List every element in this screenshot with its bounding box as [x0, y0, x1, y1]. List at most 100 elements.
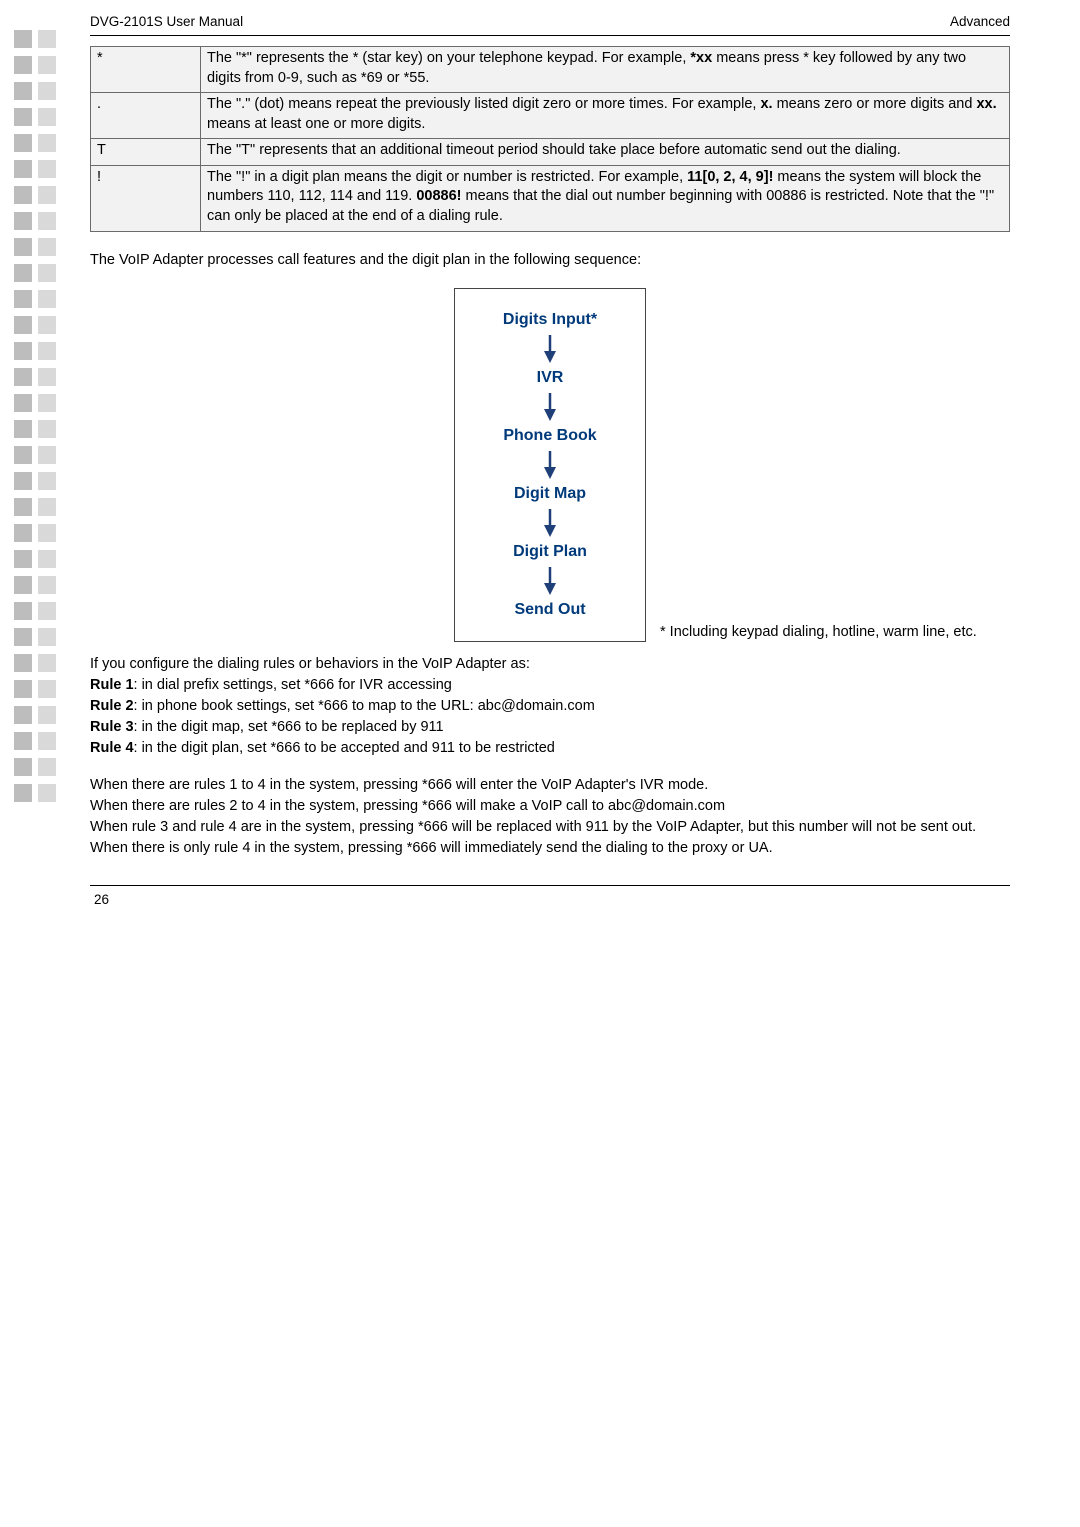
square-light — [38, 134, 56, 152]
bold-span: 00886! — [416, 188, 461, 204]
square-pair — [14, 342, 56, 360]
square-light — [38, 602, 56, 620]
rule-line: Rule 3: in the digit map, set *666 to be… — [90, 717, 1010, 738]
square-dark — [14, 212, 32, 230]
flow-arrow-icon — [503, 335, 597, 363]
rules-intro: If you configure the dialing rules or be… — [90, 654, 1010, 675]
square-dark — [14, 264, 32, 282]
square-dark — [14, 134, 32, 152]
table-row: TThe "T" represents that an additional t… — [91, 139, 1010, 166]
meaning-cell: The "." (dot) means repeat the previousl… — [201, 93, 1010, 139]
page-header: DVG-2101S User Manual Advanced — [90, 14, 1010, 36]
square-pair — [14, 30, 56, 48]
square-dark — [14, 446, 32, 464]
square-dark — [14, 758, 32, 776]
square-pair — [14, 784, 56, 802]
rule-label: Rule 3 — [90, 719, 134, 735]
square-pair — [14, 706, 56, 724]
square-pair — [14, 446, 56, 464]
square-light — [38, 30, 56, 48]
square-light — [38, 576, 56, 594]
explain-line: When there are rules 1 to 4 in the syste… — [90, 775, 1010, 796]
square-dark — [14, 394, 32, 412]
square-dark — [14, 732, 32, 750]
square-light — [38, 654, 56, 672]
flow-arrow-icon — [503, 509, 597, 537]
square-light — [38, 212, 56, 230]
square-dark — [14, 472, 32, 490]
square-pair — [14, 680, 56, 698]
footer-rule — [90, 885, 1010, 886]
flow-node: Digit Plan — [503, 543, 597, 561]
char-cell: ! — [91, 165, 201, 231]
square-light — [38, 264, 56, 282]
square-pair — [14, 758, 56, 776]
square-light — [38, 82, 56, 100]
square-pair — [14, 732, 56, 750]
square-pair — [14, 524, 56, 542]
square-pair — [14, 56, 56, 74]
bold-span: *xx — [690, 50, 712, 66]
flow-arrow-icon — [503, 451, 597, 479]
square-pair — [14, 368, 56, 386]
square-light — [38, 680, 56, 698]
rule-label: Rule 1 — [90, 677, 134, 693]
char-cell: * — [91, 47, 201, 93]
square-light — [38, 732, 56, 750]
square-pair — [14, 498, 56, 516]
flow-node: Digits Input* — [503, 311, 597, 329]
square-dark — [14, 706, 32, 724]
square-dark — [14, 524, 32, 542]
explanation-block: When there are rules 1 to 4 in the syste… — [90, 775, 1010, 859]
explain-line: When rule 3 and rule 4 are in the system… — [90, 817, 1010, 838]
square-pair — [14, 316, 56, 334]
square-dark — [14, 368, 32, 386]
char-cell: T — [91, 139, 201, 166]
square-dark — [14, 420, 32, 438]
square-pair — [14, 264, 56, 282]
square-light — [38, 56, 56, 74]
bold-span: 11[0, 2, 4, 9]! — [687, 169, 773, 185]
square-pair — [14, 134, 56, 152]
square-light — [38, 550, 56, 568]
rule-label: Rule 2 — [90, 698, 134, 714]
flow-node: Phone Book — [503, 427, 597, 445]
square-light — [38, 706, 56, 724]
square-dark — [14, 290, 32, 308]
flow-node: IVR — [503, 369, 597, 387]
square-light — [38, 628, 56, 646]
square-pair — [14, 654, 56, 672]
header-left: DVG-2101S User Manual — [90, 14, 243, 29]
square-light — [38, 446, 56, 464]
square-light — [38, 316, 56, 334]
table-row: *The "*" represents the * (star key) on … — [91, 47, 1010, 93]
square-light — [38, 238, 56, 256]
meaning-cell: The "T" represents that an additional ti… — [201, 139, 1010, 166]
square-pair — [14, 628, 56, 646]
header-right: Advanced — [950, 14, 1010, 29]
square-pair — [14, 238, 56, 256]
flow-arrow-icon — [503, 393, 597, 421]
square-dark — [14, 160, 32, 178]
square-light — [38, 394, 56, 412]
square-dark — [14, 108, 32, 126]
square-pair — [14, 82, 56, 100]
intro-paragraph: The VoIP Adapter processes call features… — [90, 250, 1010, 270]
square-light — [38, 524, 56, 542]
square-light — [38, 784, 56, 802]
square-light — [38, 160, 56, 178]
square-pair — [14, 160, 56, 178]
square-light — [38, 342, 56, 360]
square-dark — [14, 576, 32, 594]
square-dark — [14, 628, 32, 646]
square-dark — [14, 784, 32, 802]
meaning-cell: The "!" in a digit plan means the digit … — [201, 165, 1010, 231]
square-light — [38, 186, 56, 204]
square-pair — [14, 550, 56, 568]
square-dark — [14, 498, 32, 516]
char-cell: . — [91, 93, 201, 139]
page-number: 26 — [90, 892, 1010, 907]
square-dark — [14, 654, 32, 672]
square-pair — [14, 394, 56, 412]
flowchart-caption: * Including keypad dialing, hotline, war… — [550, 622, 977, 642]
